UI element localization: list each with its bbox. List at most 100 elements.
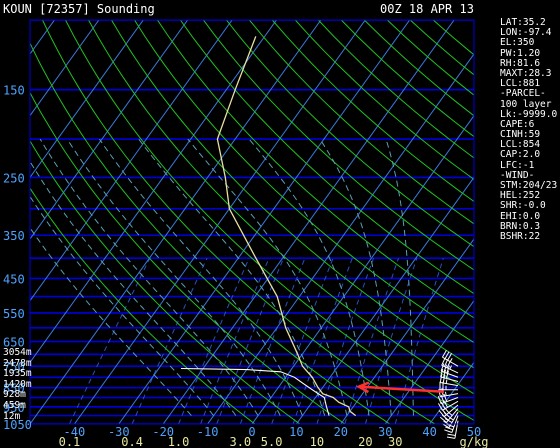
dry-adiabat [156,20,474,319]
mixing-ratio-tick-label: 20 [358,435,372,448]
stat-line: STM:204/23 [500,180,558,191]
pressure-tick-label: 250 [3,171,25,185]
wind-barb-flag [440,363,445,372]
dewpoint-line [180,367,330,416]
mixing-ratio-line [216,258,285,424]
dry-adiabat [249,20,474,225]
temperature-line [216,36,357,417]
stat-line: Lk:-9999.0 [500,108,558,120]
wind-barb-flag [443,406,450,414]
stat-line: CINH:59 [500,129,541,141]
stat-line: CAP:2.0 [500,149,541,161]
moist-adiabat [66,138,281,416]
pressure-tick-label: 450 [3,272,25,286]
temperature-tick-label: -40 [64,425,86,439]
dry-adiabat [226,20,474,248]
stat-line: LON:-97.4 [500,27,552,39]
pressure-tick-label: 550 [3,307,25,321]
wind-barb-flag [440,394,445,403]
dry-adiabat [88,20,474,395]
wind-barb-flag [443,412,451,419]
dry-adiabat [30,91,346,424]
stat-line: EL:350 [500,37,535,49]
wind-barb-flag [443,400,449,408]
wind-barb-flag [443,369,447,378]
stat-line: MAXT:28.3 [500,67,552,79]
wind-barb-flag [441,357,446,366]
pressure-tick-label: 650 [3,336,25,350]
height-labels: 3054m 2478m 1935m 1420m 928m 459m 12m [3,347,32,422]
wind-barb-flag [444,351,450,359]
dry-adiabat [42,20,436,424]
temperature-tick-label: 0 [248,425,255,439]
temperature-tick-label: -10 [197,425,219,439]
moist-adiabat [385,138,414,416]
height-label: 1935m [3,368,32,380]
stat-line: EHI:0.0 [500,210,541,222]
height-label: 459m [3,399,26,411]
height-label: 2478m [3,357,32,369]
isotherm-line [340,238,474,424]
wind-barb-flag [440,369,444,377]
isotherm-line [73,20,366,424]
temperature-tick-label: 30 [378,425,392,439]
moist-adiabat [30,226,192,416]
wind-barb-flag [446,436,455,439]
moist-adiabat [319,138,392,416]
dry-adiabat [111,20,474,369]
mixing-ratio-line [292,258,353,424]
stat-line: HEL:252 [500,190,541,202]
mixing-ratio-line [69,257,151,424]
moist-adiabat [30,195,214,416]
wind-barb-flag [441,414,449,421]
mixing-ratio-tick-label: 5.0 [261,435,283,448]
isotherm-line [30,20,144,179]
stat-line: CAPE:6 [500,118,535,130]
wind-barb-flag [449,365,452,370]
wind-barb-flag [446,423,455,428]
wind-barb-flag [439,416,447,423]
dry-adiabat [202,20,474,271]
isotherm-line [295,176,474,424]
stat-line: -WIND- [500,169,535,181]
isotherm-line [30,20,322,424]
stat-line: RH:81.6 [500,57,541,69]
mixing-ratio-tick-label: 30 [388,435,402,448]
mixing-ratio-tick-label: 10 [310,435,324,448]
dry-adiabat [179,20,474,295]
mixing-ratio-tick-label: 0.4 [121,435,143,448]
temperature-tick-label: -30 [108,425,130,439]
temperature-tick-label: 10 [289,425,303,439]
temperature-tick-label: 20 [334,425,348,439]
stat-line: LFC:-1 [500,159,535,171]
mixing-ratio-line [364,258,418,424]
mixing-ratio-line [200,258,270,424]
dry-adiabat [30,187,256,424]
stat-line: 100 layer [500,98,552,110]
height-label: 12m [3,410,21,422]
temperature-tick-label: 40 [422,425,436,439]
dry-adiabat [134,20,474,344]
mixing-ratio-line [178,257,250,424]
moist-adiabat [138,138,326,416]
wind-barb-flag [447,353,453,361]
wind-barb-flag [449,417,454,421]
mixing-ratio-tick-label: 1.0 [168,435,190,448]
stats-panel: LAT:35.2 LON:-97.4 EL:350 PW:1.20 RH:81.6 MAX… [500,17,558,242]
moist-adiabat [30,160,237,416]
pressure-tick-label: 750 [3,360,25,374]
stat-line: LCL:854 [500,139,541,151]
wind-barb-flag [448,412,453,416]
annotation-arrow [358,385,445,393]
dry-adiabat [30,41,391,424]
height-label: 3054m [3,347,32,358]
wind-barb-flag [439,374,443,383]
mixing-ratio-line [344,258,399,424]
isotherm-line [118,20,411,424]
mixing-ratio-line [271,258,334,424]
annotation-arrowhead [355,381,370,394]
wind-barb-flag [444,391,447,396]
temperature-tick-label: 50 [467,425,481,439]
